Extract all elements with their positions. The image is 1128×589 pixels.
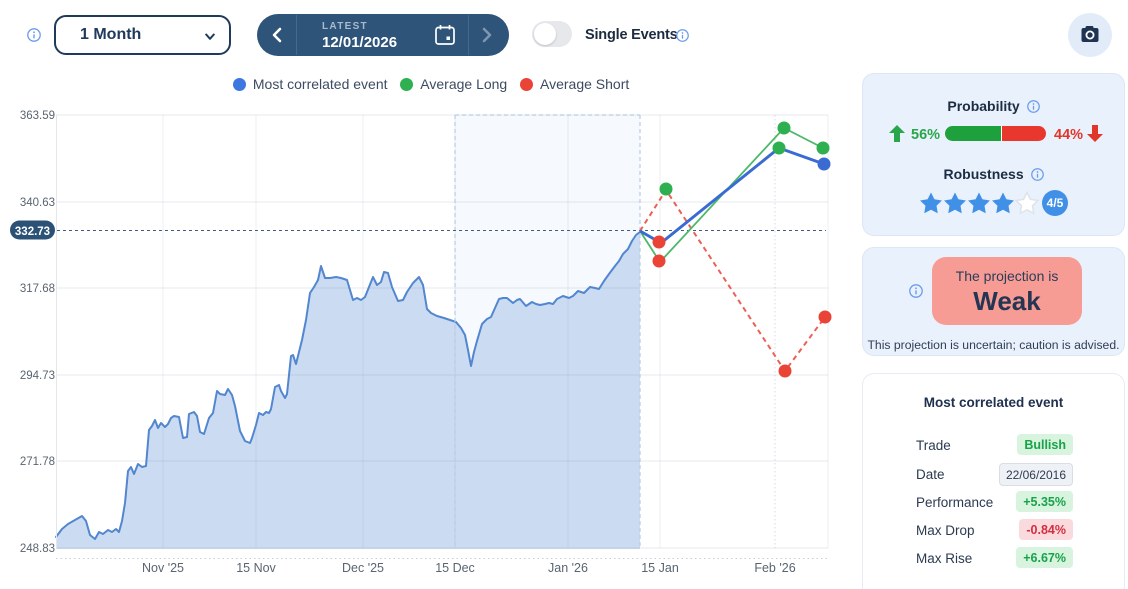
svg-text:294.73: 294.73 — [20, 370, 55, 382]
svg-text:15 Dec: 15 Dec — [435, 561, 475, 575]
svg-text:Nov '25: Nov '25 — [142, 561, 184, 575]
svg-text:332.73: 332.73 — [15, 226, 50, 238]
svg-text:Feb '26: Feb '26 — [754, 561, 795, 575]
svg-text:Jan '26: Jan '26 — [548, 561, 588, 575]
svg-text:317.68: 317.68 — [20, 283, 55, 295]
svg-text:15 Jan: 15 Jan — [641, 561, 679, 575]
svg-text:363.59: 363.59 — [20, 110, 55, 122]
svg-text:271.78: 271.78 — [20, 456, 55, 468]
svg-text:340.63: 340.63 — [20, 197, 55, 209]
svg-text:248.83: 248.83 — [20, 543, 55, 555]
svg-text:15 Nov: 15 Nov — [236, 561, 276, 575]
svg-text:Dec '25: Dec '25 — [342, 561, 384, 575]
